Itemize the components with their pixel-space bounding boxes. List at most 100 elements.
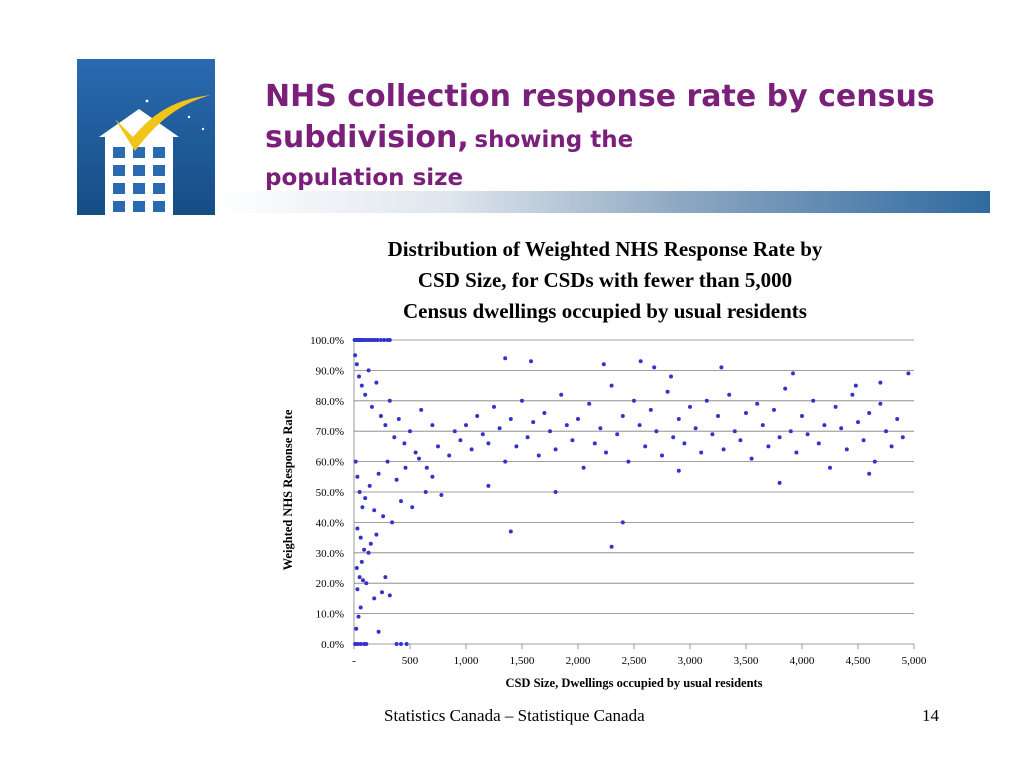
data-point [738,438,743,443]
data-point [732,429,737,434]
chart-title-line-1: Distribution of Weighted NHS Response Ra… [387,237,823,261]
data-point [609,544,614,549]
data-point [884,429,888,434]
y-tick-label: 30.0% [316,548,344,560]
data-point [475,414,480,418]
data-point [408,429,412,434]
data-point [381,514,386,519]
data-point [548,429,552,434]
data-point [643,444,648,449]
x-tick-label: 4,500 [846,655,871,667]
data-point [387,593,392,598]
data-point [648,407,653,412]
data-point [853,383,858,388]
data-point [671,435,676,440]
data-point [688,404,692,409]
data-point [889,444,894,449]
data-point [367,483,372,488]
data-point [419,407,424,412]
data-point [536,453,541,458]
data-point [652,365,657,370]
data-point [867,471,872,476]
x-tick-label: 4,000 [790,655,815,667]
x-tick-label: - [352,655,356,667]
page-number: 14 [922,706,939,725]
data-point [354,362,359,367]
data-point [867,411,872,415]
y-tick-label: 100.0% [310,335,344,347]
data-point [811,398,816,403]
data-point [375,338,380,342]
data-point [632,398,636,403]
data-point [520,398,524,403]
data-point [372,596,377,601]
data-point [559,392,564,397]
data-point [353,353,358,358]
data-point [878,401,883,406]
y-tick-label: 90.0% [316,365,344,377]
data-point [464,423,468,428]
data-point [604,450,608,455]
chart-title-line-2: CSD Size, for CSDs with fewer than 5,000 [417,268,793,292]
page-title: NHS collection response rate by census s… [265,78,965,198]
data-point [598,426,603,431]
data-point [382,338,387,342]
data-point [564,423,569,428]
data-point [878,380,883,385]
x-tick-label: 5,000 [902,655,927,667]
data-point [525,435,530,440]
data-point [710,432,715,437]
data-point [592,441,597,446]
y-tick-label: 80.0% [316,396,344,408]
data-point [385,459,390,464]
data-point [399,642,403,646]
data-point [359,559,364,564]
data-point [850,392,855,397]
x-tick-label: 1,500 [510,655,535,667]
data-point [360,505,365,510]
data-point [638,359,643,364]
y-tick-label: 40.0% [316,517,344,529]
data-point [576,417,580,421]
data-point [581,465,586,470]
data-point [856,420,860,425]
data-point [727,392,732,397]
data-point [355,474,360,479]
data-point [364,642,369,646]
data-point [387,338,392,342]
data-point [359,383,364,388]
data-point [410,505,415,510]
data-point [800,414,804,418]
y-tick-label: 50.0% [316,487,344,499]
data-point [355,642,360,646]
data-point [676,468,681,473]
data-point [413,450,418,455]
x-axis-label: CSD Size, Dwellings occupied by usual re… [505,676,762,690]
data-point [587,401,592,406]
data-point [791,371,795,376]
data-point [357,575,362,580]
data-point [749,456,754,461]
data-point [403,465,408,470]
data-point [669,374,673,379]
data-point [861,438,866,443]
data-point [396,417,401,421]
data-point [357,374,361,379]
x-tick-label: 2,500 [622,655,647,667]
x-tick-label: 1,000 [454,655,479,667]
data-point [699,450,704,455]
data-point [508,417,513,421]
data-point [378,338,383,342]
data-point [570,438,575,443]
data-point [777,435,782,440]
data-point [486,483,491,488]
y-tick-label: 70.0% [316,426,344,438]
data-point [436,444,440,449]
data-point [531,420,536,425]
data-point [383,423,388,428]
data-point [542,411,547,415]
data-point [682,441,687,446]
x-tick-label: 2,000 [566,655,591,667]
data-point [772,407,776,412]
data-point [514,444,519,449]
